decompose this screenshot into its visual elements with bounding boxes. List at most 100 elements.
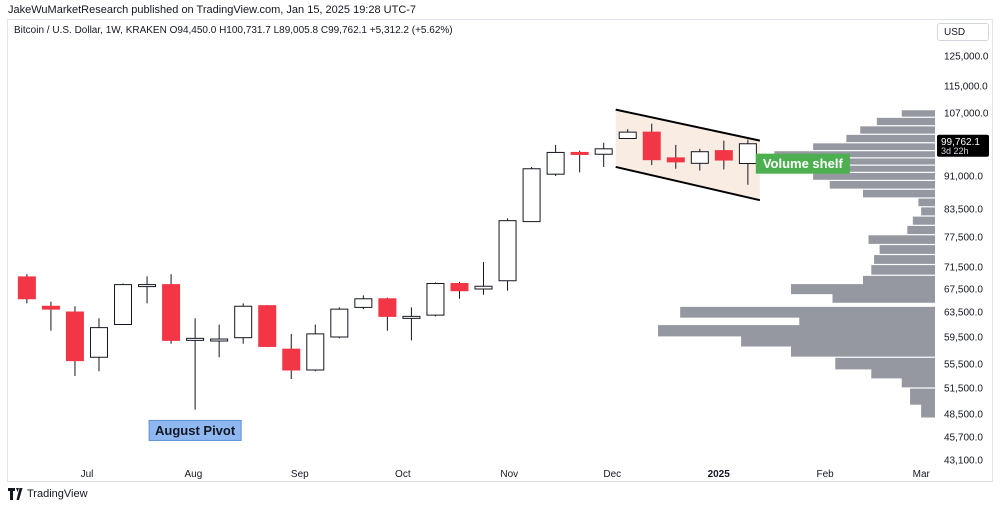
candle-body xyxy=(642,131,661,161)
volume-bar xyxy=(901,376,935,388)
time-tick-label: Oct xyxy=(395,469,411,480)
time-axis: Jul Aug Sep Oct Nov Dec 2025 Feb Mar xyxy=(81,469,931,480)
footer-brand: TradingView xyxy=(27,488,88,500)
price-tick-label: 48,500.0 xyxy=(944,410,983,421)
candle-body xyxy=(690,151,709,164)
volume-shelf-label: Volume shelf xyxy=(763,156,844,171)
candle-body xyxy=(402,315,421,319)
volume-bar xyxy=(871,367,935,379)
time-tick-label: Mar xyxy=(913,469,931,480)
price-tick-label: 115,000.0 xyxy=(944,82,988,93)
candle-body xyxy=(354,298,373,308)
candle-body xyxy=(17,276,36,300)
time-tick-label: Dec xyxy=(603,469,621,480)
channel-upper-line xyxy=(615,108,761,142)
price-tick-label: 125,000.0 xyxy=(944,52,989,63)
volume-bar xyxy=(868,235,935,244)
last-price-value: 99,762.1 xyxy=(941,137,980,148)
channel-lower-line xyxy=(615,165,761,202)
volume-bar xyxy=(901,110,935,117)
august-pivot-box xyxy=(148,419,242,441)
time-tick-label: Aug xyxy=(185,469,203,480)
candle-body xyxy=(306,333,325,371)
price-tick-label: 71,500.0 xyxy=(944,263,983,274)
candle-body xyxy=(450,283,469,292)
volume-bar xyxy=(921,401,935,418)
volume-bar xyxy=(829,181,935,189)
candle-body xyxy=(138,284,157,288)
candle-body xyxy=(738,143,757,164)
candle-body xyxy=(594,148,613,155)
volume-bar xyxy=(910,388,935,405)
volume-bar xyxy=(876,117,935,126)
published-line: JakeWuMarketResearch published on Tradin… xyxy=(8,4,417,16)
tradingview-footer: TradingView xyxy=(8,488,88,500)
price-tick-label: 43,100.0 xyxy=(944,456,983,467)
candle-body xyxy=(426,283,445,316)
volume-bar xyxy=(871,265,935,275)
volume-bar xyxy=(835,357,935,370)
august-pivot-label: August Pivot xyxy=(155,423,236,438)
candle-body xyxy=(714,150,733,161)
volume-bar xyxy=(860,126,935,134)
volume-bar xyxy=(912,216,935,225)
volume-bar xyxy=(790,284,935,295)
symbol-ohlc-line: Bitcoin / U.S. Dollar, 1W, KRAKEN O94,45… xyxy=(14,25,453,36)
candles xyxy=(17,123,757,410)
candle-body xyxy=(65,311,84,362)
candle-body xyxy=(570,151,589,155)
last-price-tag xyxy=(937,134,989,157)
price-tick-label: 51,500.0 xyxy=(944,384,983,395)
volume-bar xyxy=(918,198,935,207)
candle-body xyxy=(498,220,517,282)
candle-body xyxy=(210,338,229,342)
annotations: August Pivot Volume shelf xyxy=(148,153,850,441)
candle-body xyxy=(546,151,565,175)
channel-fill xyxy=(615,109,760,201)
price-tick-label: 63,500.0 xyxy=(944,308,983,319)
candle-body xyxy=(666,157,685,163)
volume-bar xyxy=(846,134,935,143)
volume-bar xyxy=(790,344,935,357)
price-axis: 125,000.0115,000.0107,000.099,000.091,00… xyxy=(937,52,989,467)
time-tick-label: 2025 xyxy=(708,469,731,480)
tradingview-logo-icon xyxy=(8,488,23,500)
last-price-countdown: 3d 22h xyxy=(941,146,969,156)
candle-body xyxy=(162,284,181,341)
candle-body xyxy=(522,168,541,223)
candle-body xyxy=(474,285,493,290)
candle-body xyxy=(330,308,349,338)
volume-bar xyxy=(921,207,935,216)
candle-body xyxy=(41,305,60,310)
volume-shelf-box xyxy=(755,153,850,174)
volume-bar xyxy=(862,275,935,286)
candle-body xyxy=(186,337,205,341)
price-tick-label: 59,500.0 xyxy=(944,333,983,344)
price-tick-label: 83,500.0 xyxy=(944,205,983,216)
volume-bar xyxy=(680,306,935,318)
volume-bar xyxy=(782,165,935,172)
volume-bar xyxy=(907,225,935,235)
descending-channel xyxy=(615,108,761,202)
time-tick-label: Sep xyxy=(291,469,309,480)
candle-body xyxy=(89,327,108,358)
volume-bar xyxy=(799,315,935,328)
candle-body xyxy=(114,284,133,326)
time-tick-label: Jul xyxy=(81,469,94,480)
volume-bar xyxy=(774,151,935,158)
volume-bar xyxy=(874,255,935,264)
price-tick-label: 107,000.0 xyxy=(944,109,989,120)
price-tick-label: 91,000.0 xyxy=(944,172,983,183)
volume-bar xyxy=(658,325,935,337)
currency-button[interactable]: USD xyxy=(937,23,989,41)
volume-bar xyxy=(813,172,935,180)
volume-bar xyxy=(741,334,935,347)
price-tick-label: 45,700.0 xyxy=(944,433,983,444)
time-tick-label: Feb xyxy=(817,469,835,480)
candle-body xyxy=(282,348,301,371)
candle-body xyxy=(234,305,253,339)
candle-body xyxy=(618,131,637,139)
volume-profile xyxy=(658,110,935,418)
volume-bar xyxy=(879,245,935,254)
volume-bar xyxy=(813,143,935,151)
